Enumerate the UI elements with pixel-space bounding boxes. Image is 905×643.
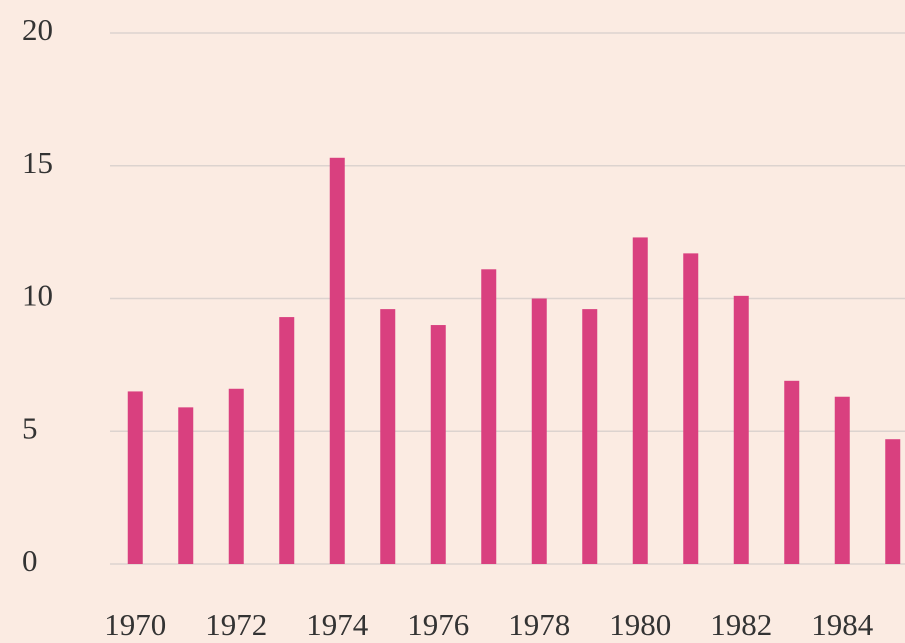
y-tick-label: 20	[22, 12, 53, 47]
bar	[228, 388, 244, 564]
y-tick-label: 10	[22, 278, 53, 313]
y-tick-label: 0	[22, 543, 38, 578]
x-tick-label: 1972	[205, 607, 267, 642]
y-tick-label: 15	[22, 145, 53, 180]
bar	[127, 391, 143, 564]
bar	[430, 325, 446, 564]
x-tick-label: 1980	[609, 607, 671, 642]
bar	[178, 407, 194, 564]
bar	[279, 317, 295, 564]
x-tick-label: 1974	[306, 607, 369, 642]
bar	[733, 295, 749, 564]
x-tick-label: 1984	[811, 607, 874, 642]
x-tick-label: 1982	[710, 607, 772, 642]
bar	[329, 157, 345, 564]
bar	[481, 269, 497, 564]
bar	[380, 309, 396, 564]
x-tick-label: 1970	[104, 607, 166, 642]
x-tick-label: 1976	[407, 607, 469, 642]
y-tick-label: 5	[22, 410, 38, 445]
x-tick-label: 1978	[508, 607, 570, 642]
bar	[582, 309, 598, 564]
bar	[683, 253, 699, 565]
bar	[834, 396, 850, 564]
bar	[784, 380, 800, 564]
bar	[885, 439, 901, 564]
bar	[531, 298, 547, 564]
bar	[632, 237, 648, 564]
